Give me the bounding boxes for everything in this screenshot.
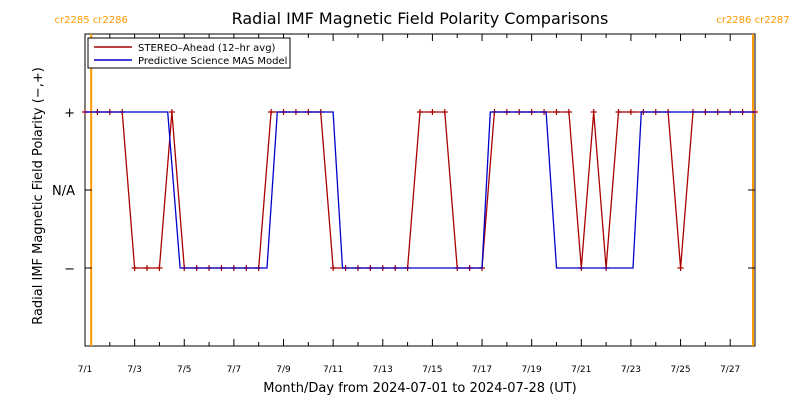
rotation-labels: cr2285 cr2286 cr2286 cr2287 (55, 15, 790, 26)
x-tick-label: 7/15 (422, 365, 442, 375)
data-point (627, 109, 634, 115)
x-axis-label: Month/Day from 2024-07-01 to 2024-07-28 … (263, 381, 576, 396)
data-point (330, 265, 337, 271)
data-point (168, 109, 175, 115)
x-tick-label: 7/3 (127, 365, 141, 375)
x-tick-label: 7/21 (571, 365, 591, 375)
x-tick-label: 7/13 (373, 365, 393, 375)
x-tick-label: 7/5 (177, 365, 191, 375)
y-tick-label: + (64, 106, 75, 121)
x-tick-label: 7/7 (227, 365, 241, 375)
x-axis: 7/1 7/3 7/5 7/7 7/9 7/11 7/13 7/15 7/17 7/19 7/21 7… (78, 34, 756, 375)
data-point (417, 109, 423, 115)
data-point (441, 109, 448, 115)
series-line-mas (85, 111, 755, 269)
data-point (565, 109, 572, 115)
plot-frame (84, 33, 756, 347)
x-tick-label: 7/11 (323, 365, 343, 375)
legend: STEREO–Ahead (12–hr avg) Predictive Scie… (87, 37, 291, 69)
series-line-stereo (85, 111, 755, 269)
legend-label-stereo: STEREO–Ahead (12–hr avg) (138, 43, 276, 54)
x-tick-label: 7/17 (472, 365, 492, 375)
chart-title: Radial IMF Magnetic Field Polarity Compa… (232, 9, 609, 28)
x-tick-label: 7/9 (276, 365, 291, 375)
series-layer (82, 109, 758, 271)
x-tick-label: 7/1 (78, 365, 92, 375)
data-point (156, 265, 163, 271)
rotation-label: cr2286 cr2287 (716, 15, 789, 26)
x-tick-label: 7/19 (522, 365, 542, 375)
y-axis-label: Radial IMF Magnetic Field Polarity (−,+) (31, 67, 46, 325)
x-tick-label: 7/23 (621, 365, 641, 375)
data-point (553, 109, 560, 115)
y-axis: + N/A − (52, 106, 755, 277)
x-tick-label: 7/27 (720, 365, 740, 375)
y-tick-label: − (64, 262, 75, 277)
x-tick-label: 7/25 (670, 365, 690, 375)
data-point (268, 109, 275, 115)
legend-box (87, 37, 291, 69)
data-point (429, 109, 436, 115)
data-point (590, 109, 597, 115)
data-point (144, 265, 151, 271)
rotation-lines (90, 34, 754, 346)
legend-label-mas: Predictive Science MAS Model (138, 56, 287, 67)
y-tick-label: N/A (52, 184, 75, 199)
data-point (131, 265, 138, 271)
rotation-label: cr2285 cr2286 (55, 15, 128, 26)
data-point (677, 265, 684, 271)
data-point (615, 109, 622, 115)
